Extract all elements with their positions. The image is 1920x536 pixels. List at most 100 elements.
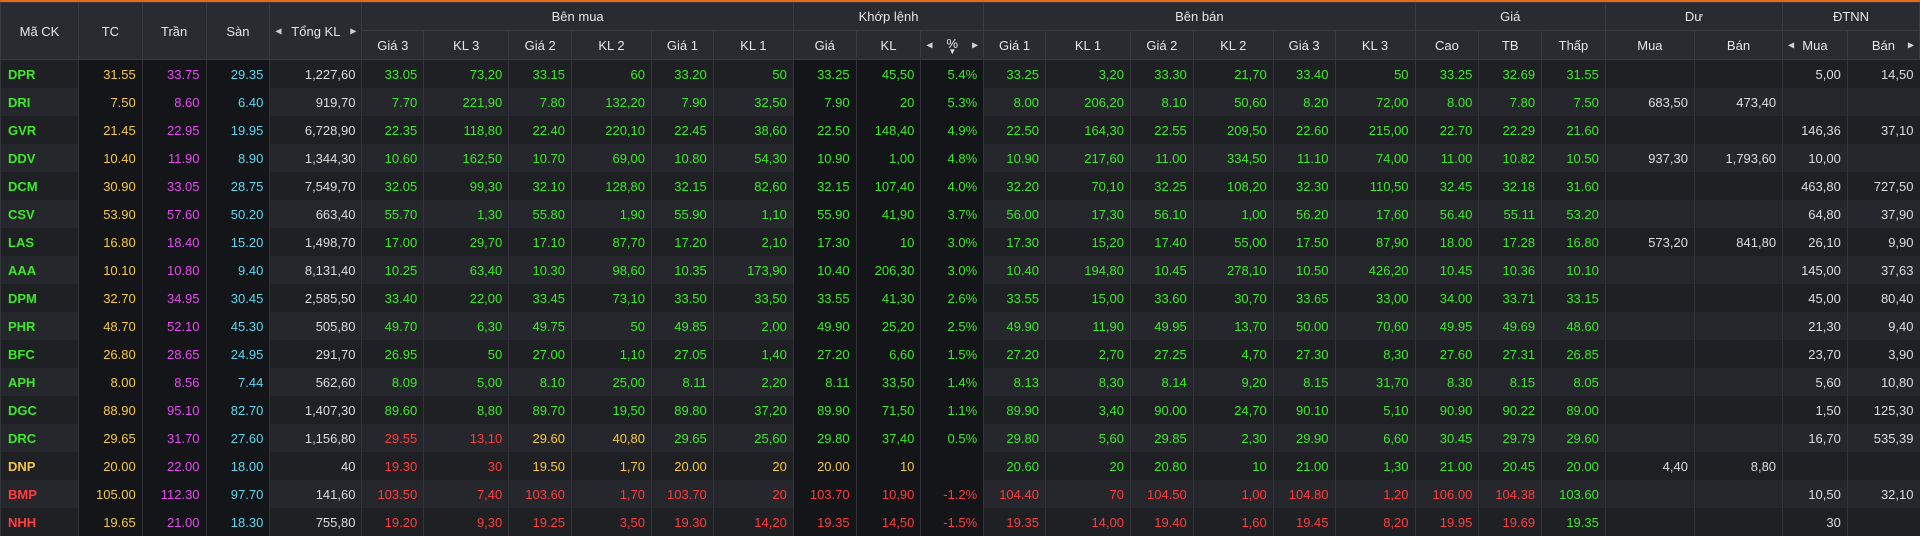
caret-right-icon[interactable]: ▶ xyxy=(1908,41,1914,50)
symbol-cell[interactable]: APH xyxy=(1,368,79,396)
sell-price-2: 27.25 xyxy=(1131,340,1194,368)
caret-right-icon[interactable]: ▶ xyxy=(350,27,356,36)
low-price: 89.00 xyxy=(1542,396,1606,424)
symbol-cell[interactable]: BMP xyxy=(1,480,79,508)
low-price: 103.60 xyxy=(1542,480,1606,508)
match-volume: 20 xyxy=(856,88,921,116)
symbol-cell[interactable]: DRI xyxy=(1,88,79,116)
caret-left-icon[interactable]: ◀ xyxy=(926,41,932,50)
symbol-cell[interactable]: DGC xyxy=(1,396,79,424)
header-ceiling[interactable]: Trần xyxy=(142,3,206,60)
header-buy-vol-2[interactable]: KL 2 xyxy=(572,31,652,60)
sell-price-3: 50.00 xyxy=(1273,312,1335,340)
buy-vol-3: 22,00 xyxy=(424,284,509,312)
sell-price-1: 89.90 xyxy=(984,396,1046,424)
match-percent: 2.5% xyxy=(921,312,984,340)
average-price: 29.79 xyxy=(1479,424,1542,452)
header-match-volume[interactable]: KL xyxy=(856,31,921,60)
header-buy-vol-3[interactable]: KL 3 xyxy=(424,31,509,60)
foreign-buy: 30 xyxy=(1783,508,1848,536)
sell-price-3: 10.50 xyxy=(1273,256,1335,284)
average-price: 19.69 xyxy=(1479,508,1542,536)
header-buy-price-1[interactable]: Giá 1 xyxy=(652,31,714,60)
header-buy-price-3[interactable]: Giá 3 xyxy=(362,31,424,60)
match-volume: 10,90 xyxy=(856,480,921,508)
sell-vol-3: 215,00 xyxy=(1335,116,1415,144)
header-buy-vol-1[interactable]: KL 1 xyxy=(713,31,793,60)
header-sell-price-1[interactable]: Giá 1 xyxy=(984,31,1046,60)
sell-price-1: 8.13 xyxy=(984,368,1046,396)
header-reference[interactable]: TC xyxy=(78,3,142,60)
symbol-cell[interactable]: DPM xyxy=(1,284,79,312)
sell-vol-1: 2,70 xyxy=(1045,340,1130,368)
high-price: 90.90 xyxy=(1415,396,1479,424)
header-total-volume[interactable]: ◀ Tổng KL ▶ xyxy=(270,3,362,60)
header-foreign-buy[interactable]: ◀ Mua xyxy=(1783,31,1848,60)
high-price: 8.30 xyxy=(1415,368,1479,396)
symbol-cell[interactable]: CSV xyxy=(1,200,79,228)
symbol-cell[interactable]: DCM xyxy=(1,172,79,200)
header-sell-vol-2[interactable]: KL 2 xyxy=(1193,31,1273,60)
buy-price-3: 33.40 xyxy=(362,284,424,312)
header-sell-price-3[interactable]: Giá 3 xyxy=(1273,31,1335,60)
header-surplus-buy[interactable]: Mua xyxy=(1605,31,1694,60)
header-surplus-sell[interactable]: Bán xyxy=(1694,31,1782,60)
buy-price-3: 49.70 xyxy=(362,312,424,340)
buy-price-3: 22.35 xyxy=(362,116,424,144)
match-volume: 6,60 xyxy=(856,340,921,368)
header-buy-price-2[interactable]: Giá 2 xyxy=(509,31,572,60)
surplus-buy xyxy=(1605,396,1694,424)
caret-right-icon[interactable]: ▶ xyxy=(972,41,978,50)
header-sell-price-2[interactable]: Giá 2 xyxy=(1131,31,1194,60)
header-symbol[interactable]: Mã CK xyxy=(1,3,79,60)
surplus-buy xyxy=(1605,200,1694,228)
symbol-cell[interactable]: PHR xyxy=(1,312,79,340)
header-match-price[interactable]: Giá xyxy=(793,31,856,60)
header-sell-vol-3[interactable]: KL 3 xyxy=(1335,31,1415,60)
buy-vol-3: 29,70 xyxy=(424,228,509,256)
floor-price: 19.95 xyxy=(206,116,270,144)
header-high[interactable]: Cao xyxy=(1415,31,1479,60)
header-average[interactable]: TB xyxy=(1479,31,1542,60)
caret-left-icon[interactable]: ◀ xyxy=(275,27,281,36)
foreign-sell: 9,40 xyxy=(1847,312,1919,340)
symbol-cell[interactable]: BFC xyxy=(1,340,79,368)
buy-vol-3: 1,30 xyxy=(424,200,509,228)
symbol-cell[interactable]: NHH xyxy=(1,508,79,536)
symbol-cell[interactable]: DRC xyxy=(1,424,79,452)
header-match-percent[interactable]: ◀ % ▼ ▶ xyxy=(921,31,984,60)
symbol-cell[interactable]: DDV xyxy=(1,144,79,172)
header-sell-vol-1[interactable]: KL 1 xyxy=(1045,31,1130,60)
surplus-buy xyxy=(1605,60,1694,89)
surplus-sell: 1,793,60 xyxy=(1694,144,1782,172)
symbol-cell[interactable]: LAS xyxy=(1,228,79,256)
symbol-cell[interactable]: GVR xyxy=(1,116,79,144)
caret-left-icon[interactable]: ◀ xyxy=(1788,41,1794,50)
floor-price: 82.70 xyxy=(206,396,270,424)
sell-vol-1: 217,60 xyxy=(1045,144,1130,172)
header-low[interactable]: Thấp xyxy=(1542,31,1606,60)
symbol-cell[interactable]: AAA xyxy=(1,256,79,284)
header-floor[interactable]: Sàn xyxy=(206,3,270,60)
symbol-cell[interactable]: DPR xyxy=(1,60,79,89)
header-foreign-sell[interactable]: Bán ▶ xyxy=(1847,31,1919,60)
total-volume: 6,728,90 xyxy=(270,116,362,144)
symbol-cell[interactable]: DNP xyxy=(1,452,79,480)
